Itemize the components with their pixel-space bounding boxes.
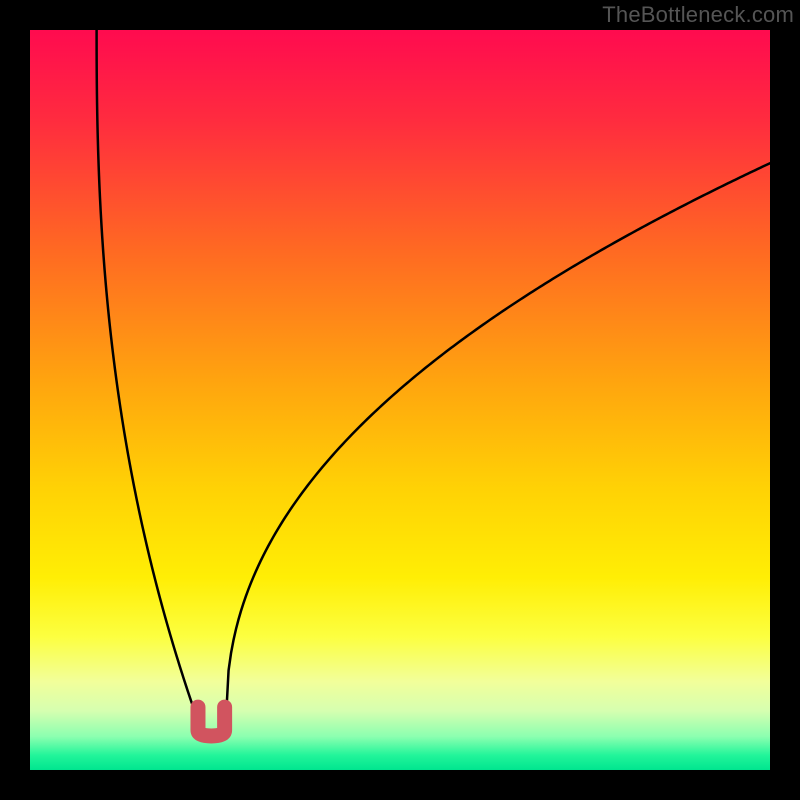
chart-plot-area bbox=[30, 30, 770, 770]
watermark-text: TheBottleneck.com bbox=[602, 2, 794, 28]
bottleneck-curve-chart bbox=[0, 0, 800, 800]
chart-container: TheBottleneck.com bbox=[0, 0, 800, 800]
